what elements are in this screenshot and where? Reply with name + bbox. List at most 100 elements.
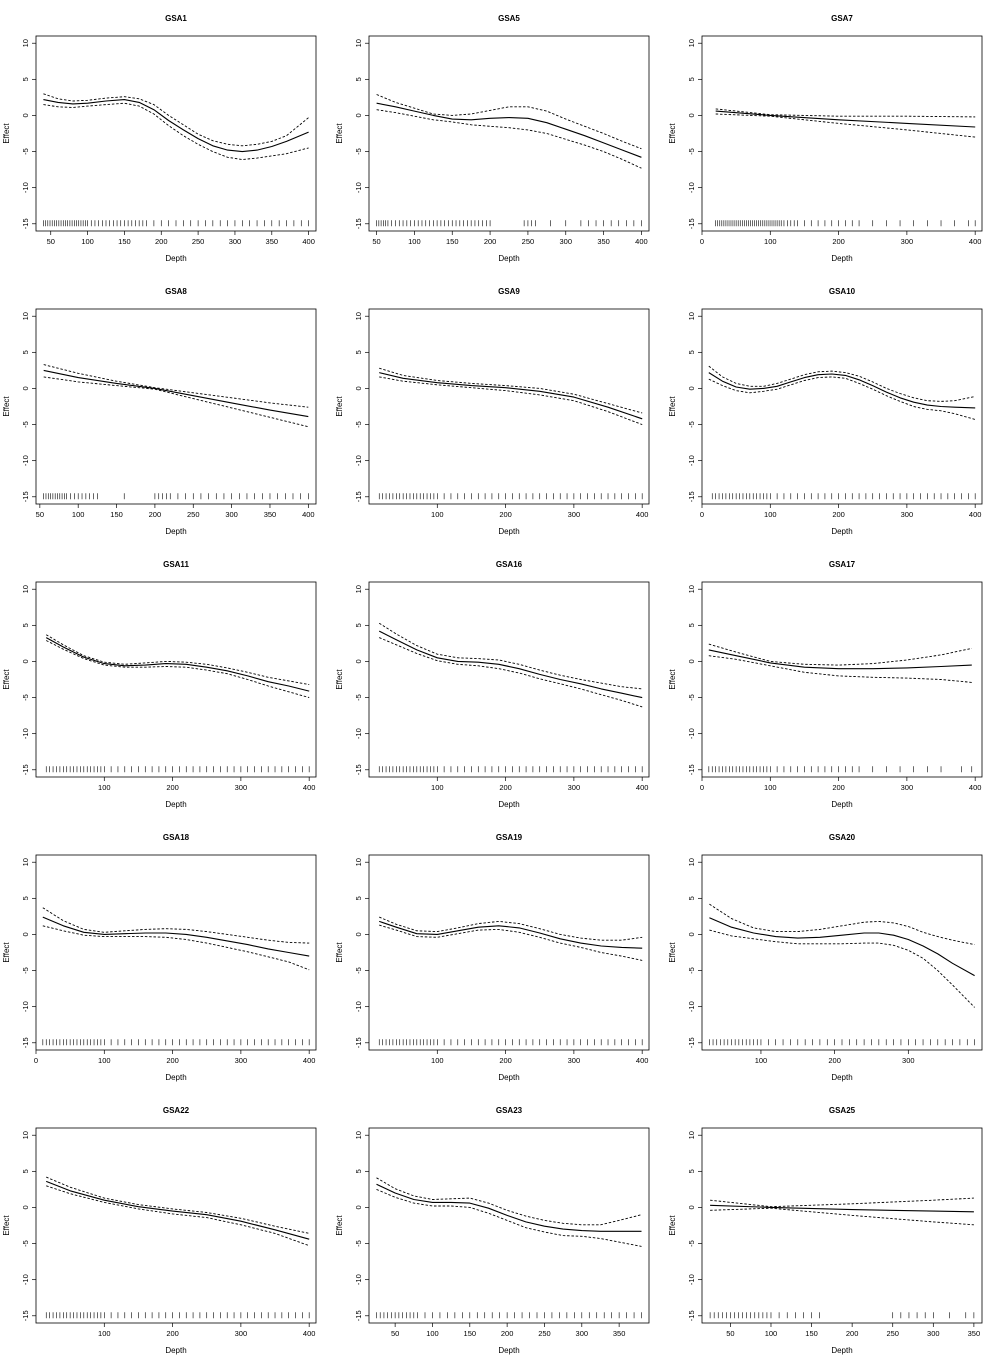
confidence-band-line <box>376 109 642 169</box>
confidence-band-line <box>379 916 643 941</box>
x-tick-label: 100 <box>764 510 777 519</box>
y-tick-label: -10 <box>21 728 30 739</box>
y-tick-label: 0 <box>354 659 363 663</box>
effect-line <box>715 110 976 128</box>
y-tick-label: -5 <box>354 148 363 155</box>
x-axis-label: Depth <box>831 1346 852 1355</box>
confidence-band-line <box>708 655 972 683</box>
y-tick-label: -15 <box>354 491 363 502</box>
x-tick-label: 0 <box>700 783 704 792</box>
y-tick-label: 5 <box>354 350 363 354</box>
chart-svg: GSA11 100 200 300 400 10 5 0 -5 -10 -15 Depth Effect <box>2 560 317 809</box>
x-tick-label: 100 <box>764 783 777 792</box>
effect-line <box>45 637 310 692</box>
x-tick-label: 350 <box>613 1329 626 1338</box>
y-tick-label: 10 <box>21 585 30 593</box>
y-tick-label: 10 <box>687 585 696 593</box>
confidence-band-line <box>378 622 643 690</box>
y-tick-label: -5 <box>354 967 363 974</box>
x-tick-label: 300 <box>235 1056 248 1065</box>
y-tick-label: -15 <box>354 218 363 229</box>
y-axis-label: Effect <box>2 942 11 963</box>
x-tick-label: 250 <box>192 237 205 246</box>
plot-frame <box>35 581 317 778</box>
y-tick-label: -5 <box>354 694 363 701</box>
y-axis-label: Effect <box>668 669 677 690</box>
x-tick-label: 100 <box>81 237 94 246</box>
confidence-band-line <box>376 94 642 150</box>
chart-svg: GSA10 0 100 200 300 400 10 5 0 -5 -10 -15 Depth Effec… <box>668 287 983 536</box>
plot-frame <box>701 308 983 505</box>
chart-title: GSA1 <box>165 14 187 23</box>
y-axis-label: Effect <box>2 1215 11 1236</box>
x-tick-label: 200 <box>832 783 845 792</box>
y-tick-label: 5 <box>687 77 696 81</box>
x-tick-label: 300 <box>568 1056 581 1065</box>
chart-panel-gsa25: GSA25 50 100 150 200 250 300 350 10 5 0 -5 -10 -15 Dep… <box>666 1092 998 1365</box>
x-tick-label: 400 <box>969 510 982 519</box>
y-tick-label: 5 <box>21 77 30 81</box>
y-tick-label: -5 <box>21 1240 30 1247</box>
y-axis-label: Effect <box>668 396 677 417</box>
y-tick-label: -5 <box>687 967 696 974</box>
x-tick-label: 150 <box>805 1329 818 1338</box>
y-tick-label: -15 <box>687 1310 696 1321</box>
chart-panel-gsa19: GSA19 100 200 300 400 10 5 0 -5 -10 -15 Depth Effect <box>333 819 665 1092</box>
y-tick-label: -5 <box>687 1240 696 1247</box>
x-axis-label: Depth <box>498 1346 519 1355</box>
y-tick-label: 5 <box>687 1169 696 1173</box>
y-tick-label: -15 <box>21 764 30 775</box>
chart-title: GSA20 <box>829 833 856 842</box>
chart-svg: GSA9 100 200 300 400 10 5 0 -5 -10 -15 Depth Effect <box>335 287 650 536</box>
y-tick-label: 10 <box>21 858 30 866</box>
chart-panel-gsa22: GSA22 100 200 300 400 10 5 0 -5 -10 -15 Depth Effect <box>0 1092 332 1365</box>
y-tick-label: -10 <box>687 182 696 193</box>
y-tick-label: -10 <box>687 1274 696 1285</box>
chart-svg: GSA19 100 200 300 400 10 5 0 -5 -10 -15 Depth Effect <box>335 833 650 1082</box>
x-tick-label: 400 <box>302 237 315 246</box>
chart-svg: GSA20 100 200 300 10 5 0 -5 -10 -15 Depth Effect <box>668 833 983 1082</box>
x-axis-label: Depth <box>165 1346 186 1355</box>
effect-line <box>378 630 643 699</box>
y-tick-label: -15 <box>687 764 696 775</box>
y-axis-label: Effect <box>335 942 344 963</box>
chart-title: GSA17 <box>829 560 856 569</box>
x-tick-label: 100 <box>755 1056 768 1065</box>
y-tick-label: -10 <box>354 728 363 739</box>
y-tick-label: -10 <box>687 728 696 739</box>
y-tick-label: -15 <box>687 491 696 502</box>
x-tick-label: 300 <box>902 1056 915 1065</box>
y-tick-label: 0 <box>687 659 696 663</box>
x-axis-label: Depth <box>831 254 852 263</box>
y-tick-label: 0 <box>21 113 30 117</box>
chart-title: GSA10 <box>829 287 856 296</box>
plot-frame <box>368 308 650 505</box>
plot-frame <box>368 35 650 232</box>
confidence-band-line <box>379 367 643 414</box>
chart-svg: GSA18 0 100 200 300 400 10 5 0 -5 -10 -15 Depth Effec… <box>2 833 317 1082</box>
y-tick-label: 0 <box>687 1205 696 1209</box>
chart-panel-gsa23: GSA23 50 100 150 200 250 300 350 10 5 0 -5 -10 -15 Dep… <box>333 1092 665 1365</box>
x-tick-label: 300 <box>235 783 248 792</box>
y-tick-label: -10 <box>687 455 696 466</box>
y-tick-label: -10 <box>687 1001 696 1012</box>
x-tick-label: 150 <box>110 510 123 519</box>
effect-line <box>709 917 975 977</box>
chart-panel-gsa5: GSA5 50 100 150 200 250 300 350 400 10 5 0 -5 -10 -15 D… <box>333 0 665 273</box>
x-tick-label: 300 <box>576 1329 589 1338</box>
confidence-band-line <box>43 376 309 428</box>
y-axis-label: Effect <box>668 942 677 963</box>
y-tick-label: 10 <box>21 312 30 320</box>
x-tick-label: 300 <box>235 1329 248 1338</box>
x-tick-label: 300 <box>901 510 914 519</box>
x-tick-label: 350 <box>264 510 277 519</box>
x-tick-label: 300 <box>901 783 914 792</box>
y-axis-label: Effect <box>335 123 344 144</box>
y-tick-label: 5 <box>21 1169 30 1173</box>
x-tick-label: 400 <box>969 237 982 246</box>
y-tick-label: -10 <box>21 182 30 193</box>
x-axis-label: Depth <box>165 1073 186 1082</box>
x-tick-label: 350 <box>597 237 610 246</box>
y-axis-label: Effect <box>2 669 11 690</box>
